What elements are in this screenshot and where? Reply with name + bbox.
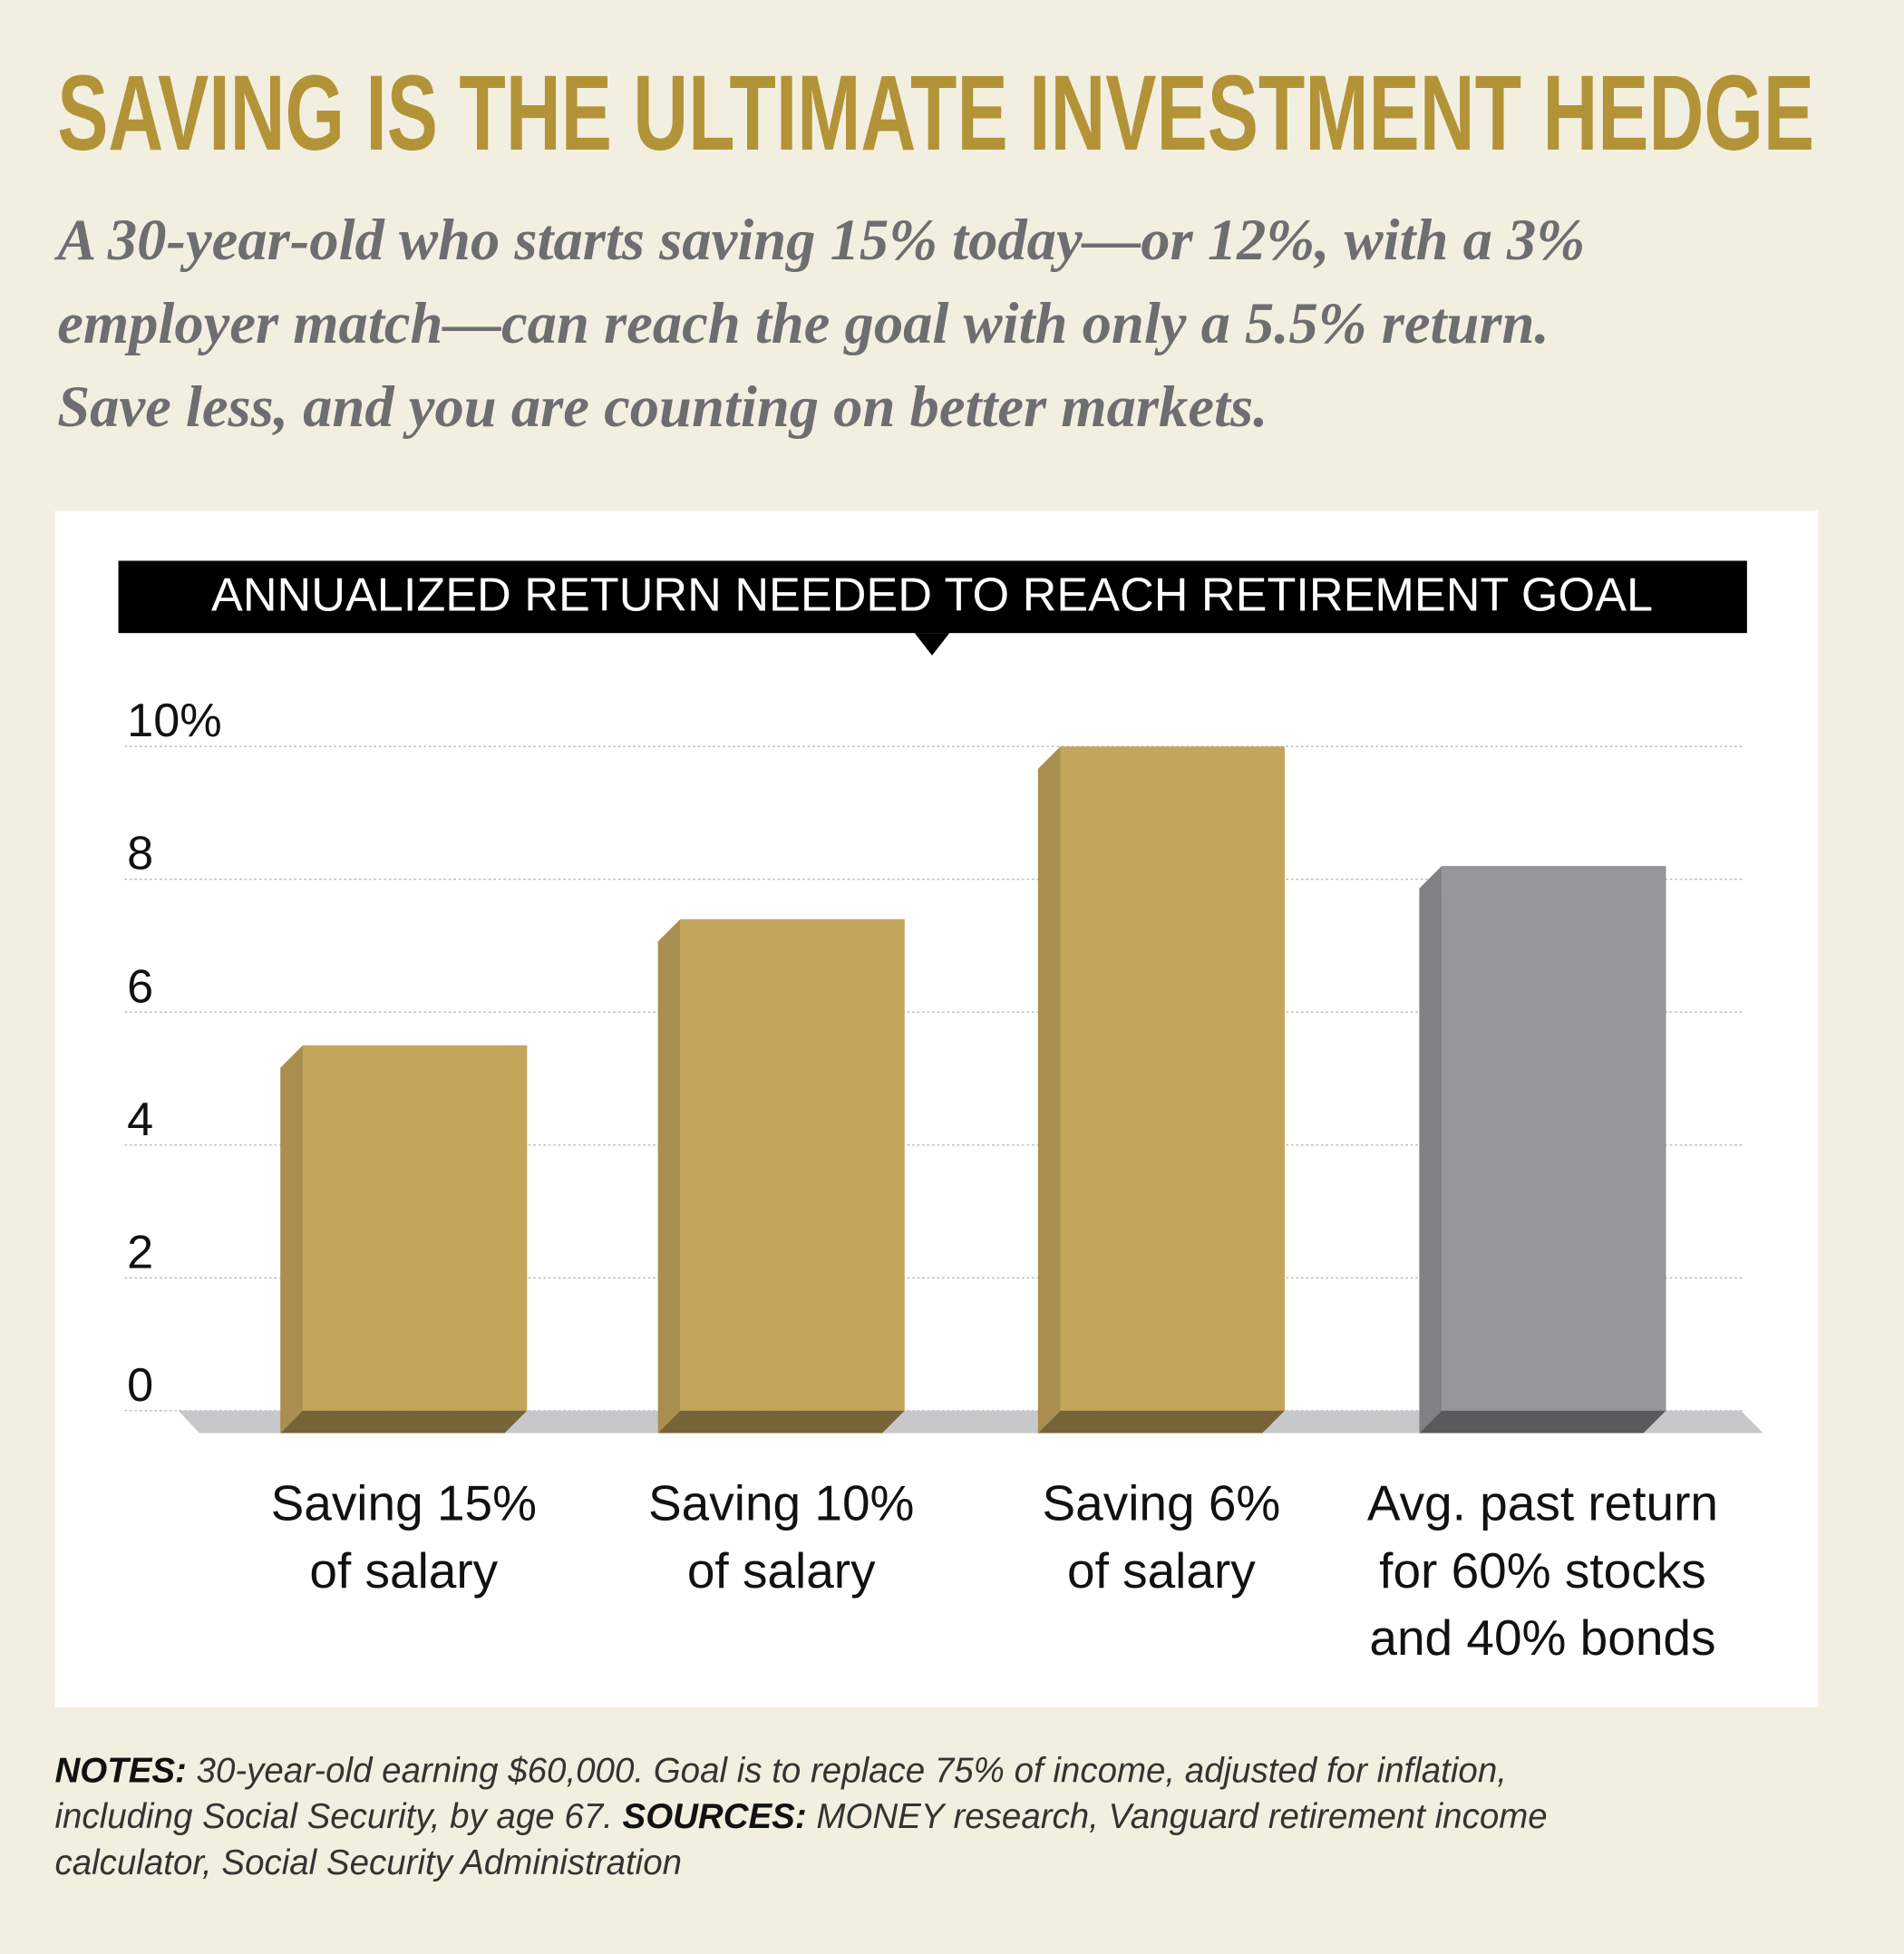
y-tick-label: 10% — [127, 695, 222, 747]
x-tick-label: Saving 10% of salary — [648, 1476, 915, 1599]
title-banner — [118, 560, 1747, 634]
bar-side — [1037, 746, 1061, 1434]
y-tick-label: 0 — [127, 1359, 153, 1412]
y-tick-label: 4 — [127, 1094, 153, 1146]
bar — [680, 919, 905, 1411]
bar-side — [280, 1045, 303, 1434]
x-tick-label: Saving 15% of salary — [270, 1476, 537, 1599]
bar-base — [280, 1410, 528, 1434]
y-tick-label: 2 — [127, 1226, 153, 1278]
bar — [1442, 866, 1666, 1411]
y-tick-label: 6 — [127, 960, 153, 1013]
bar-base — [1037, 1410, 1285, 1434]
bar-base — [1419, 1410, 1666, 1434]
notes-label: NOTES: — [54, 1750, 187, 1790]
bar-side — [657, 919, 681, 1434]
banner-pointer — [914, 633, 950, 656]
notes-text: 30-year-old earning $60,000. Goal is to … — [54, 1750, 1507, 1836]
subtitle: A 30-year-old who starts saving 15% toda… — [57, 208, 1586, 441]
title: SAVING IS THE ULTIMATE INVESTMENT HEDGE — [57, 60, 1814, 160]
x-tick-label: Saving 6% of salary — [1042, 1476, 1281, 1599]
bar — [1060, 746, 1285, 1411]
sources-text: MONEY research, Vanguard retirement inco… — [54, 1796, 1548, 1882]
bar-base — [657, 1410, 905, 1434]
sources-label: SOURCES: — [622, 1796, 807, 1836]
chart-title: ANNUALIZED RETURN NEEDED TO REACH RETIRE… — [211, 569, 1653, 621]
bar — [302, 1045, 528, 1411]
bar-side — [1419, 866, 1443, 1434]
floor — [178, 1410, 1763, 1434]
x-tick-label: Avg. past return for 60% stocks and 40% … — [1366, 1476, 1718, 1667]
y-tick-label: 8 — [127, 828, 153, 880]
title-box: SAVING IS THE ULTIMATE INVESTMENT HEDGE — [57, 60, 1814, 160]
notes: NOTES: 30-year-old earning $60,000. Goal… — [54, 1747, 1547, 1886]
